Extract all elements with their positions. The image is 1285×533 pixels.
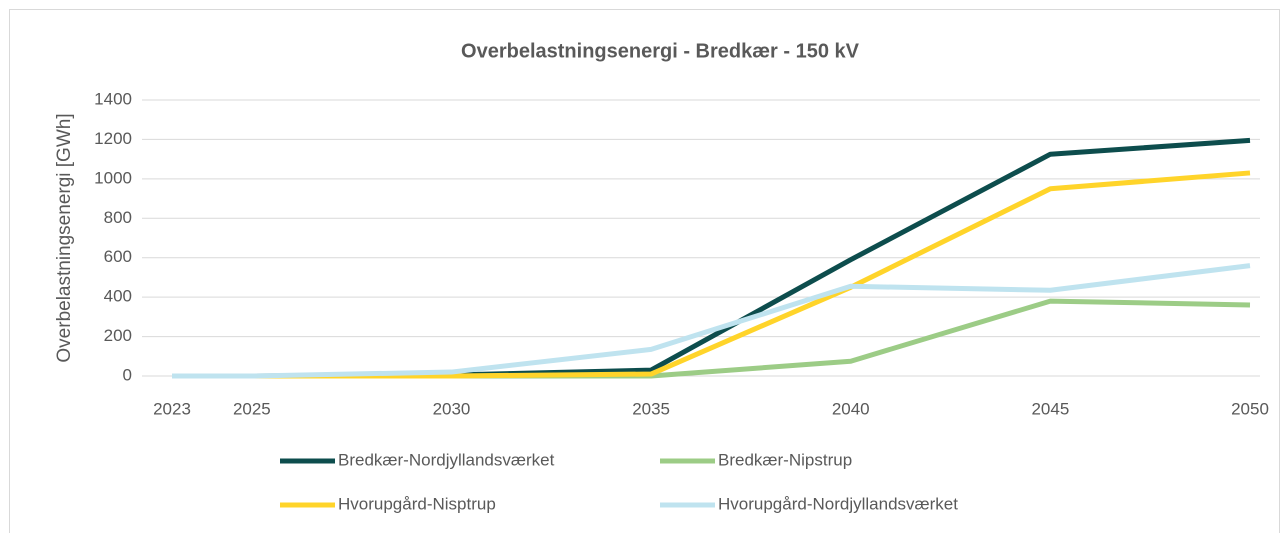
legend-label: Bredkær-Nipstrup (718, 450, 852, 469)
y-tick-label: 0 (123, 365, 132, 384)
y-tick-label: 200 (104, 326, 132, 345)
legend-label: Hvorupgård-Nisptrup (338, 494, 496, 513)
x-tick-label: 2050 (1231, 399, 1269, 418)
x-tick-label: 2040 (832, 399, 870, 418)
y-tick-label: 800 (104, 208, 132, 227)
y-tick-label: 1200 (94, 129, 132, 148)
y-tick-label: 1000 (94, 168, 132, 187)
series-line (172, 263, 1251, 379)
y-tick-label: 600 (104, 247, 132, 266)
chart-border (9, 9, 1280, 533)
chart-title: Overbelastningsenergi - Bredkær - 150 kV (461, 40, 860, 62)
x-tick-label: 2023 (153, 399, 191, 418)
x-tick-label: 2025 (233, 399, 271, 418)
x-tick-label: 2030 (433, 399, 471, 418)
x-tick-label: 2035 (632, 399, 670, 418)
x-tick-label: 2045 (1031, 399, 1069, 418)
y-tick-label: 1400 (94, 89, 132, 108)
legend-label: Hvorupgård-Nordjyllandsværket (718, 494, 958, 513)
y-axis-label: Overbelastningsenergi [GWh] (54, 113, 75, 362)
series-line (172, 170, 1251, 379)
legend-label: Bredkær-Nordjyllandsværket (338, 450, 555, 469)
y-tick-label: 400 (104, 287, 132, 306)
